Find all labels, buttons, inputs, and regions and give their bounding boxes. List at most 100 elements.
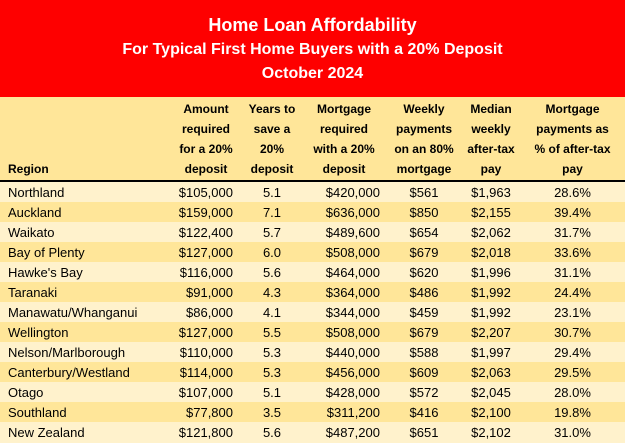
table-row: Northland $105,000 5.1 $420,000 $561 $1,963 28… xyxy=(0,181,625,202)
column-header-percent: Mortgage payments as % of after-tax pay xyxy=(520,97,625,182)
table-cell-mortgage: $311,200 xyxy=(326,404,380,420)
table-header: Region Amount required for a 20% deposit… xyxy=(0,97,625,182)
table-cell-median: $1,992 xyxy=(471,284,511,300)
table-cell-years: 5.3 xyxy=(262,344,282,360)
table-cell-median: $1,996 xyxy=(471,264,511,280)
table-row: Hawke's Bay $116,000 5.6 $464,000 $620 $1,996… xyxy=(0,262,625,282)
table-cell-years: 5.5 xyxy=(262,324,282,340)
table-cell-amount: $91,000 xyxy=(186,284,233,300)
table-cell-amount: $159,000 xyxy=(178,204,233,220)
table-row: Waikato $122,400 5.7 $489,600 $654 $2,062 31.7… xyxy=(0,222,625,242)
table-cell-region: Waikato xyxy=(8,224,55,240)
table-row: Manawatu/Whanganui $86,000 4.1 $344,000 $459… xyxy=(0,302,625,322)
table-cell-percent: 28.6% xyxy=(554,184,591,200)
table-cell-region: Bay of Plenty xyxy=(8,244,85,260)
table-cell-years: 5.3 xyxy=(262,364,282,380)
table-cell-mortgage: $364,000 xyxy=(325,284,380,300)
table-cell-weekly: $654 xyxy=(409,224,439,240)
table-cell-amount: $105,000 xyxy=(178,184,233,200)
table-cell-median: $2,045 xyxy=(471,384,511,400)
table-cell-region: Southland xyxy=(8,404,67,420)
table-cell-region: Hawke's Bay xyxy=(8,264,83,280)
table-cell-percent: 24.4% xyxy=(554,284,591,300)
table-row: Bay of Plenty $127,000 6.0 $508,000 $679 $2,0… xyxy=(0,242,625,262)
table-cell-region: Auckland xyxy=(8,204,62,220)
table-cell-median: $2,063 xyxy=(471,364,511,380)
table-cell-weekly: $561 xyxy=(409,184,439,200)
table-cell-median: $1,992 xyxy=(471,304,511,320)
table-cell-percent: 31.7% xyxy=(554,224,591,240)
table-cell-region: New Zealand xyxy=(8,424,85,440)
table-cell-mortgage: $508,000 xyxy=(325,244,380,260)
table-cell-years: 5.1 xyxy=(262,184,282,200)
table-row: Otago $107,000 5.1 $428,000 $572 $2,045 28.0% xyxy=(0,382,625,402)
table-row: Wellington $127,000 5.5 $508,000 $679 $2,207 3… xyxy=(0,322,625,342)
report-period: October 2024 xyxy=(261,64,364,82)
table-cell-percent: 29.4% xyxy=(554,344,591,360)
table-cell-mortgage: $344,000 xyxy=(325,304,380,320)
table-cell-median: $2,102 xyxy=(471,424,511,440)
table-cell-amount: $86,000 xyxy=(186,304,233,320)
column-header-median: Median weekly after-tax pay xyxy=(462,97,520,182)
table-cell-weekly: $651 xyxy=(409,424,439,440)
table-cell-percent: 28.0% xyxy=(554,384,591,400)
table-cell-mortgage: $487,200 xyxy=(325,424,380,440)
table-cell-amount: $77,800 xyxy=(186,404,233,420)
table-cell-mortgage: $456,000 xyxy=(325,364,380,380)
table-cell-percent: 39.4% xyxy=(554,204,591,220)
page-subtitle: For Typical First Home Buyers with a 20%… xyxy=(122,40,503,58)
table-cell-weekly: $679 xyxy=(409,244,439,260)
table-cell-mortgage: $440,000 xyxy=(325,344,380,360)
table-cell-weekly: $486 xyxy=(409,284,439,300)
table-cell-years: 5.7 xyxy=(262,224,282,240)
header-row: Region Amount required for a 20% deposit… xyxy=(0,97,625,182)
table-cell-years: 5.1 xyxy=(262,384,282,400)
table-cell-percent: 19.8% xyxy=(554,404,591,420)
table-cell-mortgage: $464,000 xyxy=(325,264,380,280)
table-cell-weekly: $609 xyxy=(409,364,439,380)
table-cell-region: Canterbury/Westland xyxy=(8,364,130,380)
table-cell-median: $2,155 xyxy=(471,204,511,220)
table-cell-years: 4.3 xyxy=(262,284,282,300)
table-cell-region: Northland xyxy=(8,184,65,200)
table-cell-region: Manawatu/Whanganui xyxy=(8,304,138,320)
table-cell-mortgage: $508,000 xyxy=(325,324,380,340)
table-row: Auckland $159,000 7.1 $636,000 $850 $2,155 39.… xyxy=(0,202,625,222)
table-cell-mortgage: $428,000 xyxy=(325,384,380,400)
table-cell-percent: 33.6% xyxy=(554,244,591,260)
table-cell-mortgage: $636,000 xyxy=(325,204,380,220)
affordability-table: Region Amount required for a 20% deposit… xyxy=(0,97,625,442)
table-cell-weekly: $572 xyxy=(409,384,439,400)
table-cell-weekly: $416 xyxy=(409,404,439,420)
table-row: Southland $77,800 3.5 $311,200 $416 $2,100 19.… xyxy=(0,402,625,422)
column-header-mortgage: Mortgage required with a 20% deposit xyxy=(302,97,386,182)
table-cell-weekly: $679 xyxy=(409,324,439,340)
table-cell-percent: 31.0% xyxy=(554,424,591,440)
table-cell-amount: $116,000 xyxy=(179,264,233,280)
table-cell-percent: 29.5% xyxy=(554,364,591,380)
table-cell-amount: $114,000 xyxy=(179,364,233,380)
table-row: Nelson/Marlborough $110,000 5.3 $440,000 $58… xyxy=(0,342,625,362)
title-banner: Home Loan Affordability For Typical Firs… xyxy=(0,0,625,97)
table-cell-amount: $110,000 xyxy=(179,344,233,360)
table-cell-median: $2,062 xyxy=(471,224,511,240)
table-cell-years: 4.1 xyxy=(262,304,282,320)
table-cell-years: 6.0 xyxy=(262,244,282,260)
column-header-years: Years to save a 20% deposit xyxy=(242,97,302,182)
table-cell-amount: $107,000 xyxy=(178,384,233,400)
table-cell-median: $2,018 xyxy=(471,244,511,260)
table-cell-weekly: $620 xyxy=(409,264,439,280)
table-cell-weekly: $850 xyxy=(409,204,439,220)
table-cell-amount: $121,800 xyxy=(178,424,233,440)
column-header-amount: Amount required for a 20% deposit xyxy=(170,97,242,182)
table-cell-percent: 23.1% xyxy=(554,304,591,320)
column-header-weekly: Weekly payments on an 80% mortgage xyxy=(386,97,462,182)
table-cell-median: $1,963 xyxy=(471,184,511,200)
table-cell-region: Otago xyxy=(8,384,44,400)
table-cell-mortgage: $420,000 xyxy=(325,184,380,200)
table-cell-weekly: $588 xyxy=(409,344,439,360)
table-cell-median: $2,207 xyxy=(471,324,511,340)
table-cell-years: 7.1 xyxy=(262,204,282,220)
column-header-region: Region xyxy=(0,97,170,182)
